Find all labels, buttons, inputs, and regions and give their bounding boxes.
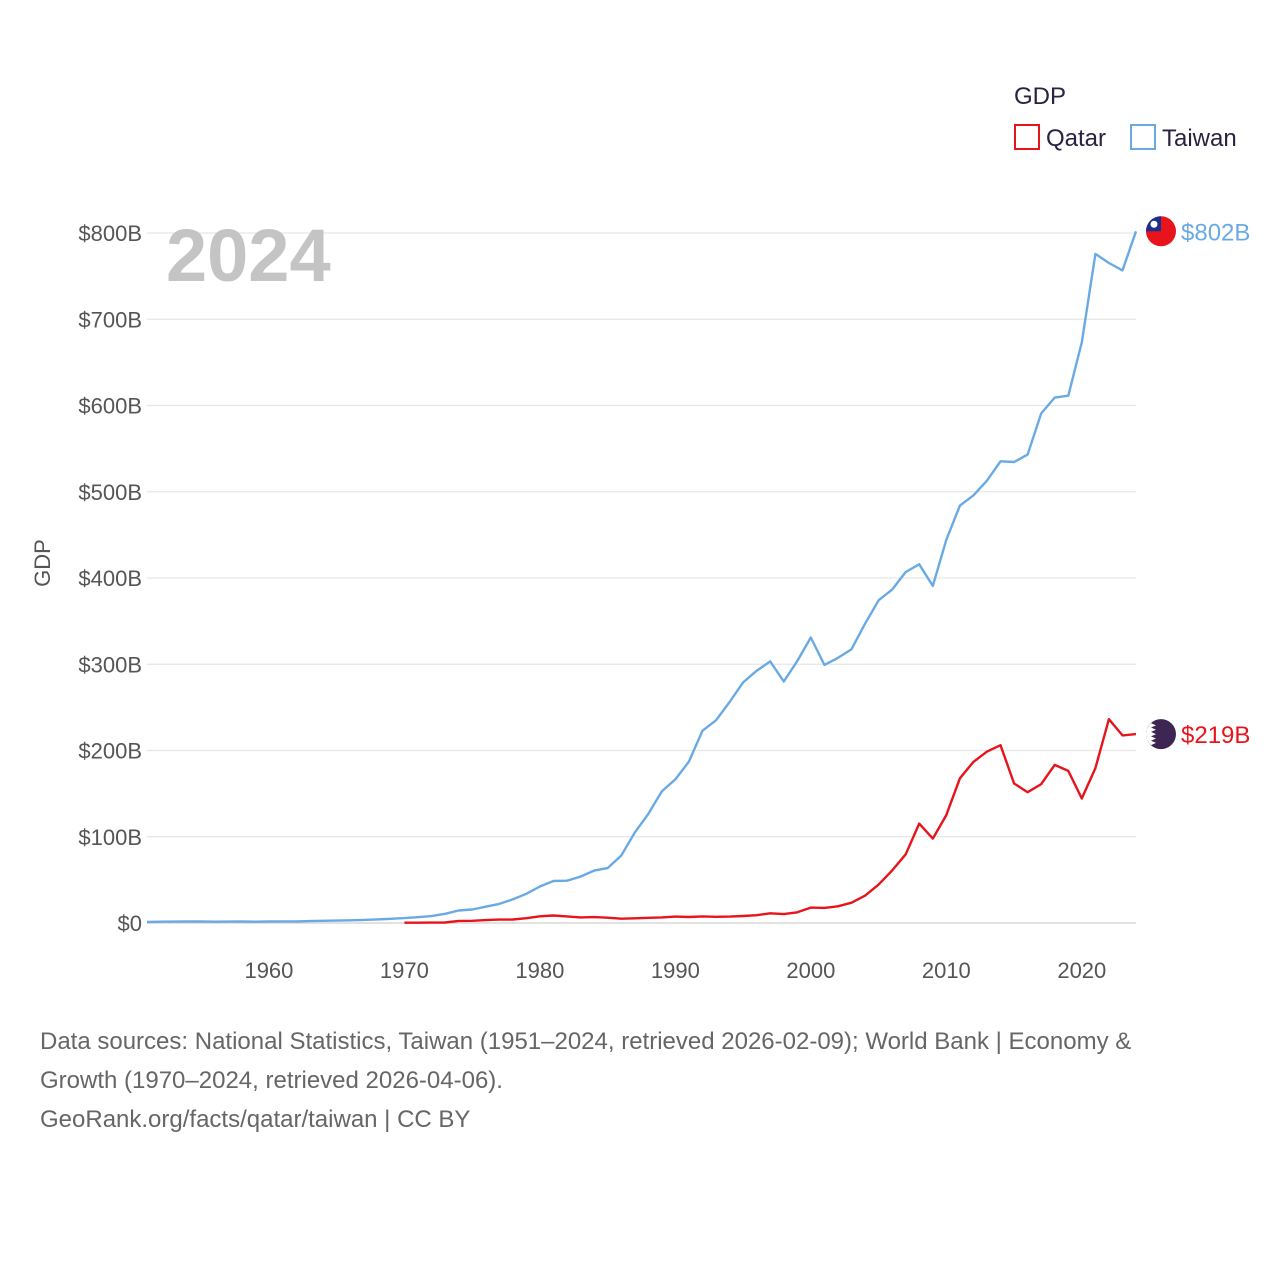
sources-line-1: Data sources: National Statistics, Taiwa…: [40, 1028, 1132, 1055]
legend-swatch-taiwan: [1130, 124, 1156, 150]
legend-title: GDP: [1014, 83, 1066, 110]
x-tick-label: 1990: [651, 958, 700, 983]
legend-item-taiwan[interactable]: Taiwan: [1130, 124, 1237, 152]
x-tick-label: 1970: [380, 958, 429, 983]
legend-item-qatar[interactable]: Qatar: [1014, 124, 1106, 152]
legend-label-qatar: Qatar: [1046, 125, 1106, 152]
credit-line: GeoRank.org/facts/qatar/taiwan | CC BY: [40, 1106, 471, 1133]
y-axis-title: GDP: [30, 539, 55, 587]
y-tick-label: $800B: [78, 221, 142, 246]
x-tick-label: 2020: [1057, 958, 1106, 983]
taiwan-flag-icon: [1146, 216, 1176, 247]
y-tick-label: $600B: [78, 394, 142, 419]
y-tick-label: $500B: [78, 480, 142, 505]
gdp-line-chart: $0 $100B $200B $300B $400B $500B $600B $700B $80…: [30, 83, 1250, 983]
y-tick-label: $300B: [78, 652, 142, 677]
series-line-qatar: [404, 718, 1137, 924]
end-value-label-taiwan: $802B: [1181, 219, 1250, 246]
y-tick-label: $0: [118, 911, 142, 936]
sources-line-2: Growth (1970–2024, retrieved 2026-04-06)…: [40, 1067, 503, 1094]
series-line-taiwan: [146, 230, 1138, 924]
legend: GDP Qatar Taiwan: [1014, 83, 1237, 152]
series-lines: [146, 230, 1138, 924]
y-tick-label: $400B: [78, 566, 142, 591]
grid-lines: [147, 232, 1136, 924]
y-tick-label: $200B: [78, 739, 142, 764]
year-label: 2024: [166, 214, 331, 297]
y-axis-tick-labels: $0 $100B $200B $300B $400B $500B $600B $700B $80…: [78, 221, 142, 936]
data-sources-note: Data sources: National Statistics, Taiwa…: [40, 1022, 1240, 1139]
x-tick-label: 1960: [244, 958, 293, 983]
y-tick-label: $100B: [78, 825, 142, 850]
legend-label-taiwan: Taiwan: [1162, 125, 1237, 152]
x-axis-tick-labels: 1960 1970 1980 1990 2000 2010 2020: [244, 958, 1106, 983]
end-value-label-qatar: $219B: [1181, 722, 1250, 749]
x-tick-label: 2010: [922, 958, 971, 983]
y-tick-label: $700B: [78, 307, 142, 332]
qatar-flag-icon: [1146, 719, 1176, 750]
legend-swatch-qatar: [1014, 124, 1040, 150]
x-tick-label: 1980: [515, 958, 564, 983]
x-tick-label: 2000: [786, 958, 835, 983]
